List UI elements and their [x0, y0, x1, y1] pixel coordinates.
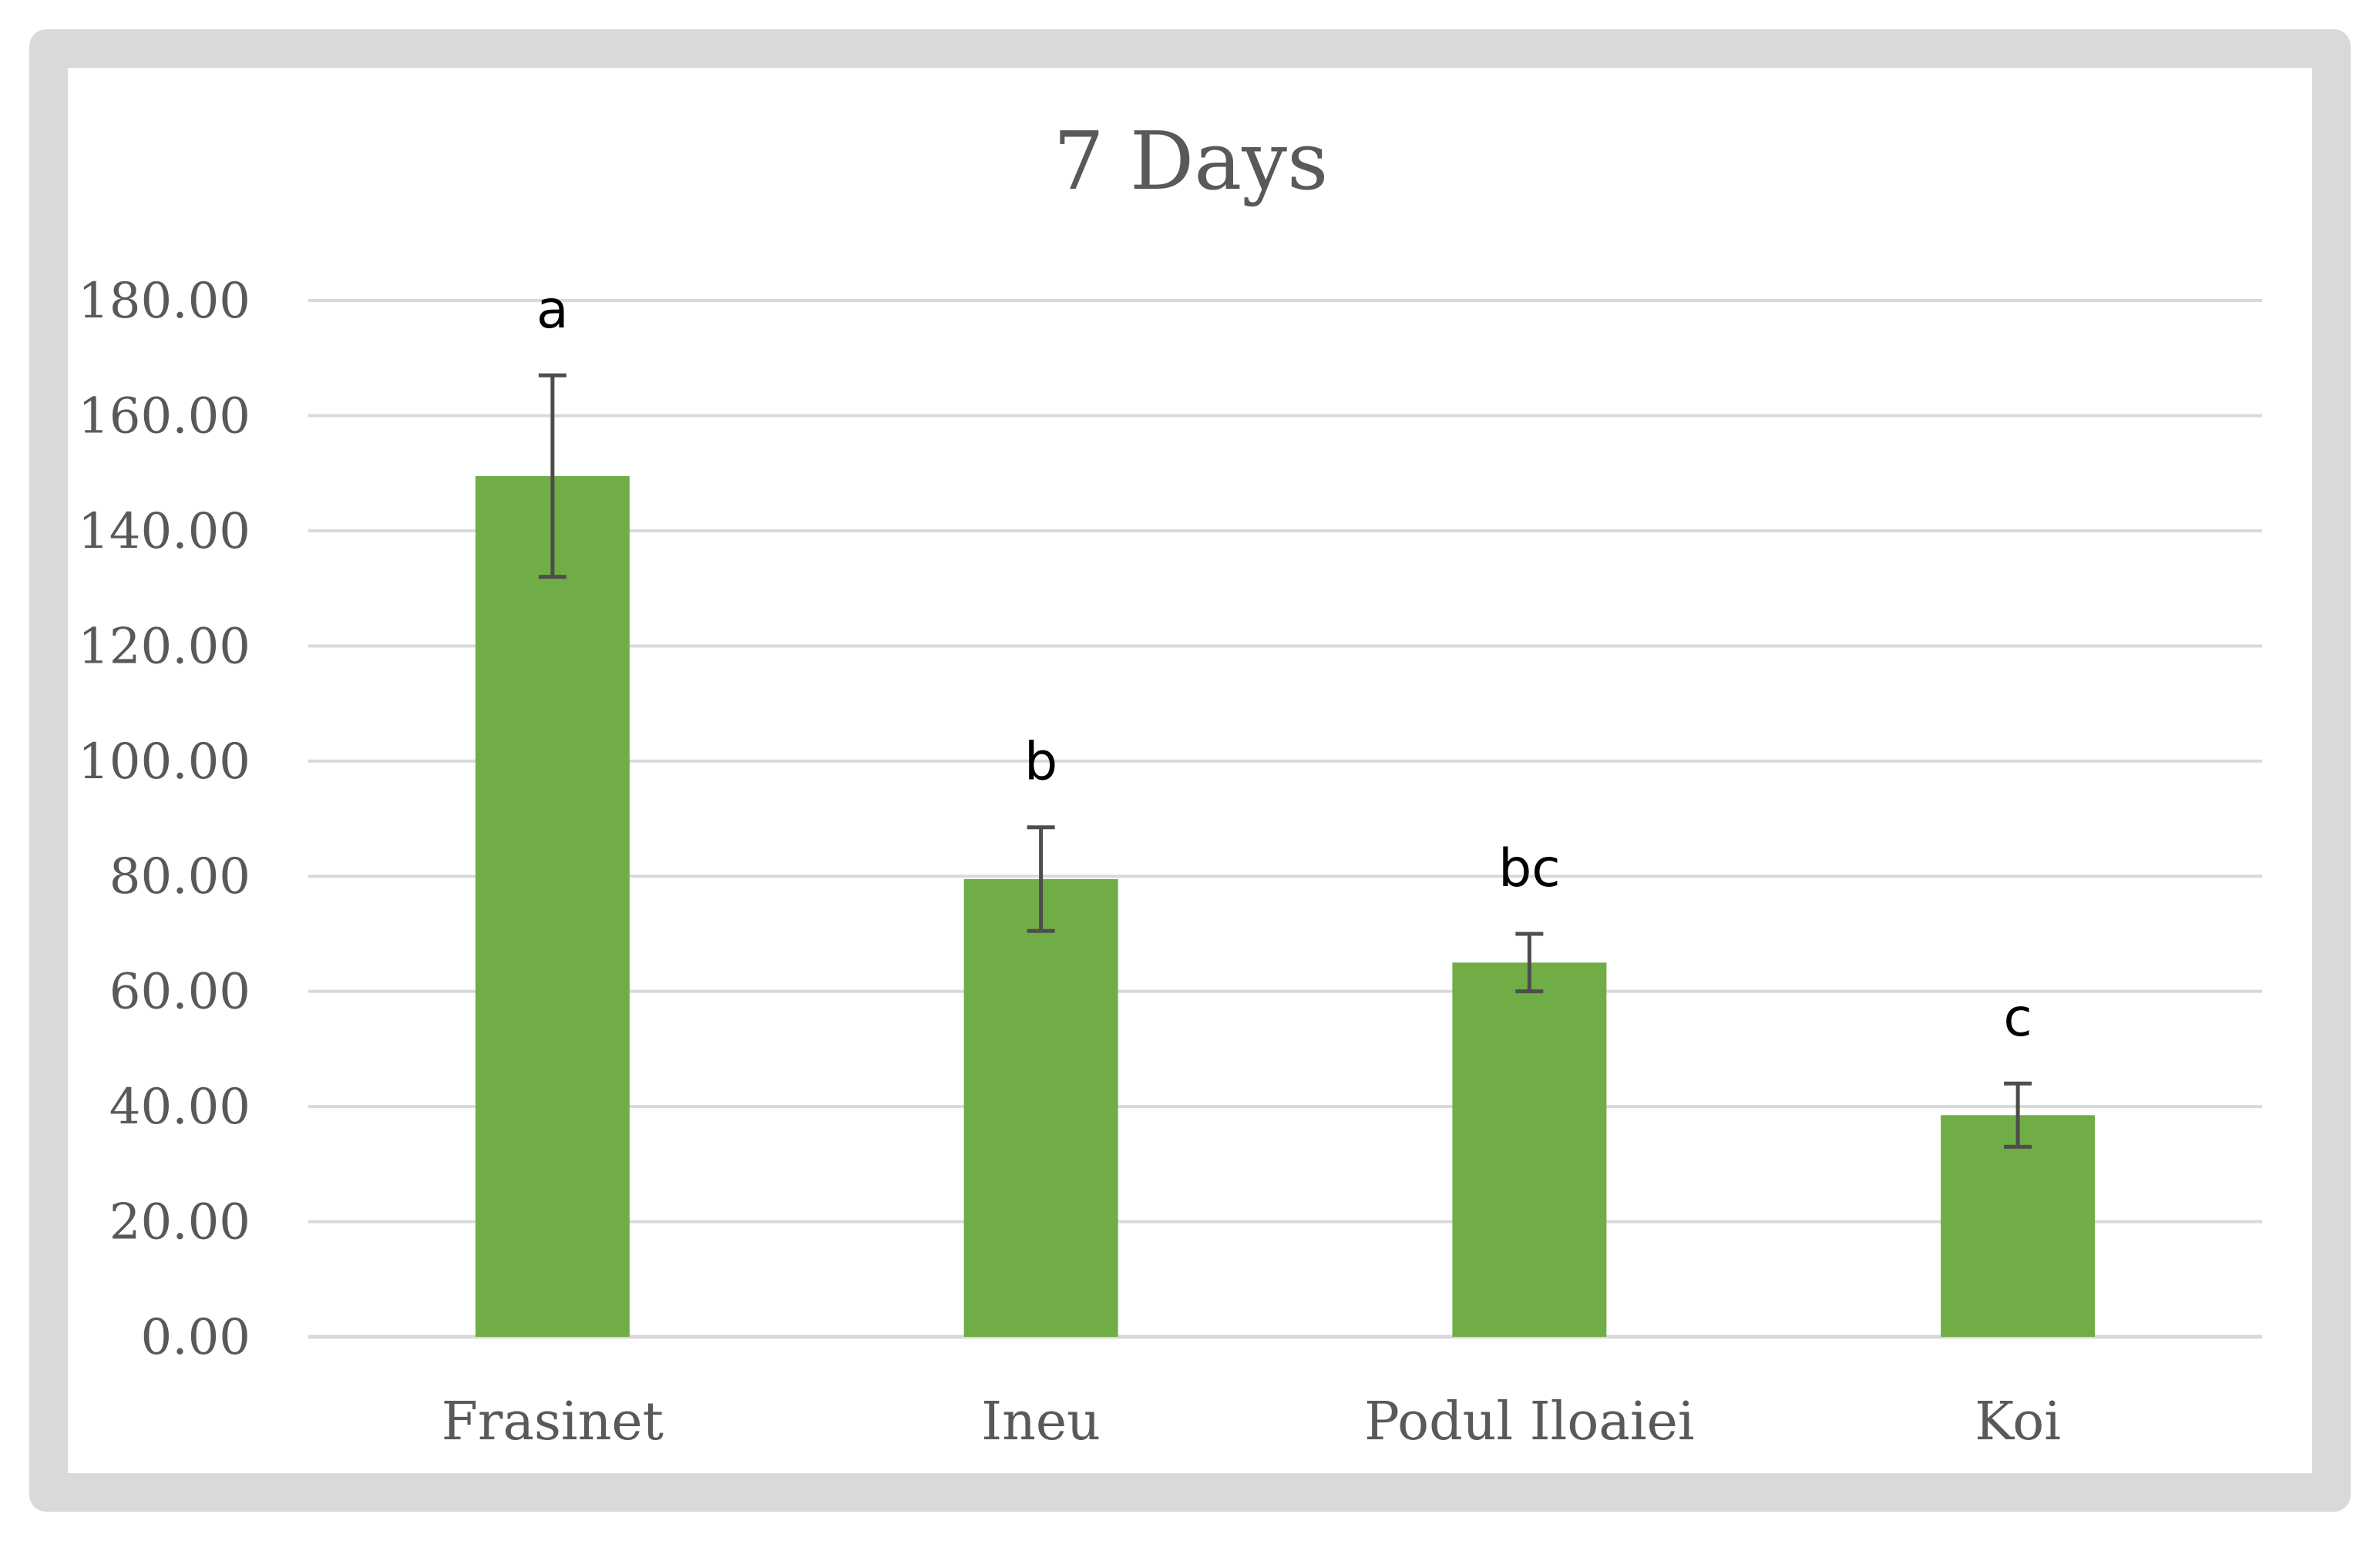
- y-tick-label: 80.00: [109, 848, 250, 905]
- bar: [475, 475, 630, 1337]
- x-axis-categories: Frasinet Ineu Podul Iloaiei Koi: [442, 1392, 2061, 1452]
- chart-title: 7 Days: [1054, 114, 1329, 208]
- y-tick-label: 120.00: [78, 618, 250, 675]
- x-category-label: Ineu: [981, 1392, 1101, 1452]
- y-tick-label: 0.00: [141, 1309, 251, 1366]
- bar: [1452, 962, 1607, 1337]
- error-bars: [538, 373, 2032, 1149]
- significance-label: a: [536, 280, 569, 341]
- bars: [475, 475, 2096, 1337]
- y-axis-ticks: 0.00 20.00 40.00 60.00 80.00 100.00 120.00 140.…: [78, 273, 250, 1366]
- y-tick-label: 20.00: [109, 1194, 250, 1251]
- x-category-label: Frasinet: [442, 1392, 664, 1452]
- significance-label: b: [1024, 732, 1057, 793]
- y-tick-label: 180.00: [78, 273, 250, 330]
- y-tick-label: 100.00: [78, 734, 250, 791]
- y-tick-label: 160.00: [78, 388, 250, 445]
- significance-label: bc: [1498, 838, 1561, 899]
- gridlines: [308, 299, 2262, 1339]
- x-category-label: Podul Iloaiei: [1364, 1392, 1694, 1452]
- x-category-label: Koi: [1975, 1392, 2061, 1452]
- significance-label: c: [2003, 988, 2032, 1049]
- y-tick-label: 40.00: [109, 1079, 250, 1136]
- y-tick-label: 140.00: [78, 503, 250, 560]
- bar: [963, 878, 1118, 1337]
- bar: [1941, 1115, 2096, 1337]
- y-tick-label: 60.00: [109, 964, 250, 1021]
- significance-labels: a b bc c: [536, 280, 2032, 1049]
